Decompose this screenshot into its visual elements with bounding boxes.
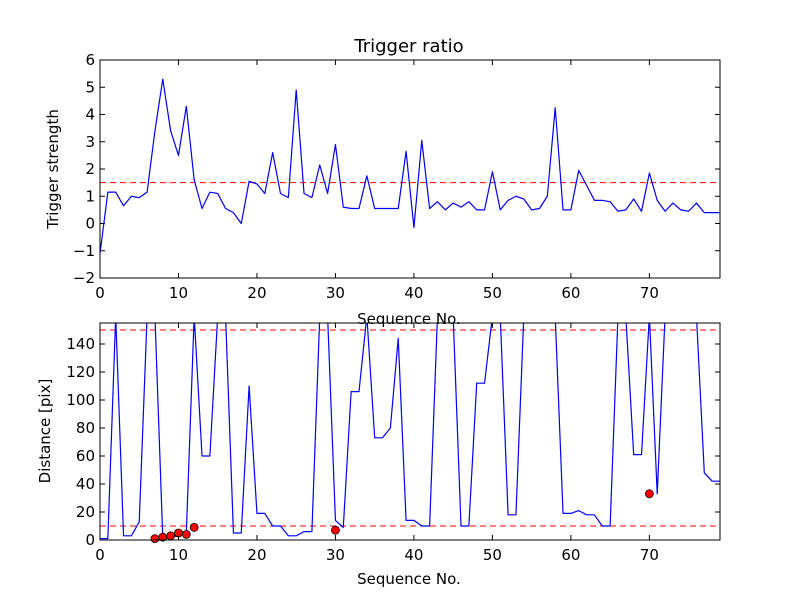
y-tick-label: 0 xyxy=(85,215,95,233)
x-tick-label: 70 xyxy=(640,284,659,302)
y-tick-label: −1 xyxy=(73,242,95,260)
x-tick-label: 30 xyxy=(326,284,345,302)
series-line xyxy=(100,323,720,540)
y-tick-label: 120 xyxy=(66,363,95,381)
y-tick-label: 3 xyxy=(85,133,95,151)
data-point-marker xyxy=(189,523,199,532)
y-tick-label: 80 xyxy=(76,419,95,437)
data-point-marker xyxy=(174,528,183,538)
data-point-marker xyxy=(644,489,654,499)
x-tick-label: 30 xyxy=(326,546,345,564)
data-point-marker xyxy=(166,531,176,541)
top-chart-title: Trigger ratio xyxy=(353,36,463,57)
x-tick-label: 40 xyxy=(404,546,423,564)
x-tick-label: 0 xyxy=(95,284,105,302)
data-point-marker xyxy=(331,525,340,535)
y-tick-label: 40 xyxy=(76,475,95,493)
x-tick-label: 60 xyxy=(561,284,580,302)
x-tick-label: 20 xyxy=(247,284,266,302)
x-tick-label: 60 xyxy=(561,546,580,564)
bottom-chart-frame xyxy=(99,322,721,541)
x-tick-label: 50 xyxy=(483,284,502,302)
top-chart-xlabel: Sequence No. xyxy=(357,310,461,328)
data-point-marker xyxy=(150,534,160,543)
x-tick-label: 10 xyxy=(169,284,188,302)
bottom-chart: Sequence No. Distance [pix] 0 10 20 30 40 50 6… xyxy=(36,322,721,588)
x-tick-label: 70 xyxy=(640,546,659,564)
data-point-marker xyxy=(181,530,191,539)
x-tick-label: 10 xyxy=(169,546,188,564)
y-tick-label: 4 xyxy=(85,106,95,124)
x-tick-label: 50 xyxy=(483,546,502,564)
bottom-chart-ylabel: Distance [pix] xyxy=(36,379,54,484)
y-tick-label: 100 xyxy=(66,391,95,409)
top-chart-ylabel: Trigger strength xyxy=(44,109,62,230)
y-tick-label: 5 xyxy=(85,78,95,96)
bottom-chart-xlabel: Sequence No. xyxy=(357,570,461,588)
x-tick-label: 20 xyxy=(247,546,266,564)
y-tick-label: 0 xyxy=(85,531,95,549)
y-tick-label: 6 xyxy=(85,51,95,69)
y-tick-label: 2 xyxy=(85,160,95,178)
series-line xyxy=(100,78,720,254)
y-tick-label: −2 xyxy=(73,269,95,287)
top-chart-frame xyxy=(99,59,721,279)
y-tick-label: 20 xyxy=(76,503,95,521)
y-tick-label: 1 xyxy=(85,187,95,205)
y-tick-label: 140 xyxy=(66,335,95,353)
top-chart: Trigger ratio Sequence No. Trigger stren… xyxy=(44,36,721,328)
x-tick-label: 40 xyxy=(404,284,423,302)
y-tick-label: 60 xyxy=(76,447,95,465)
x-tick-label: 0 xyxy=(95,546,105,564)
